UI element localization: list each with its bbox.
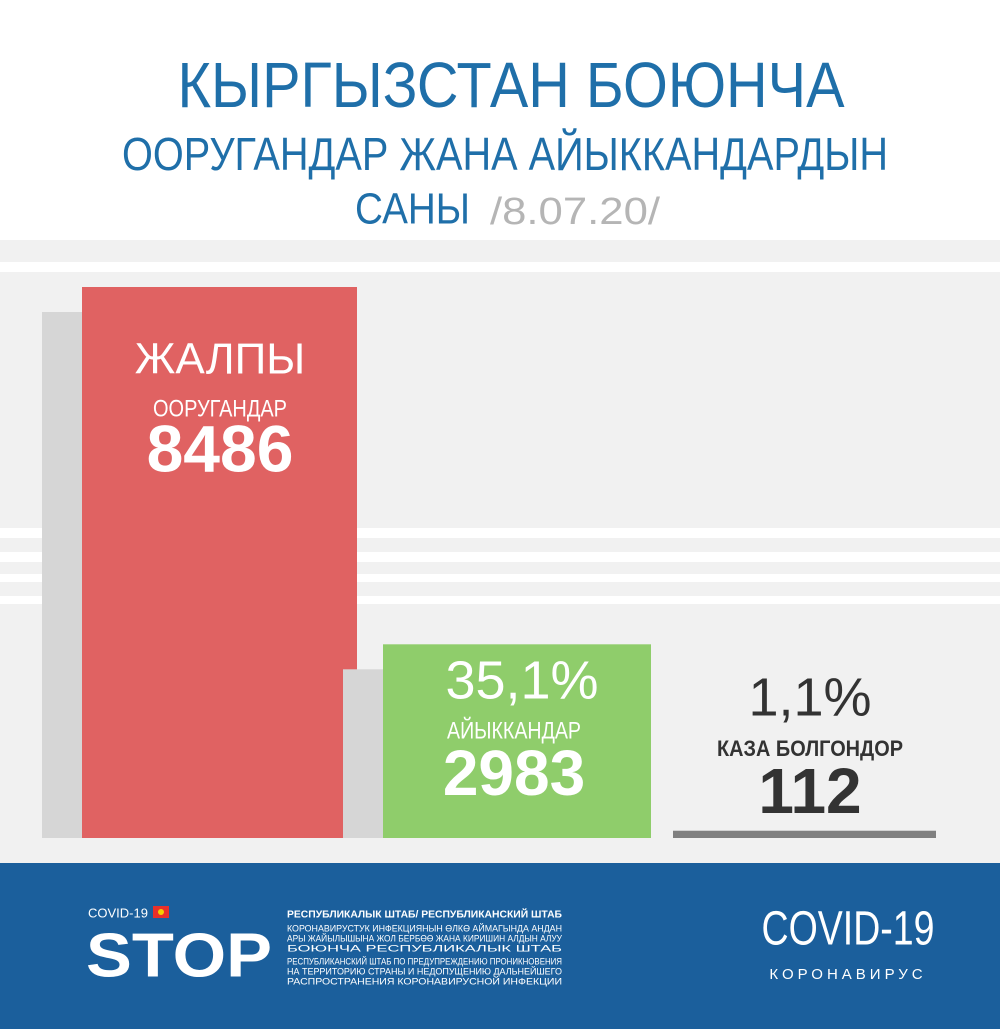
- org-line: РЕСПУБЛИКАНСКИЙ ШТАБ ПО ПРЕДУПРЕЖДЕНИЮ П…: [287, 955, 562, 966]
- logo-small: COVID-19: [88, 905, 148, 920]
- stripe: [0, 262, 1000, 272]
- category-label: АЙЫККАНДАР: [447, 716, 581, 744]
- stripe: [0, 528, 1000, 538]
- brand: COVID-19: [762, 903, 935, 956]
- category-label: КАЗА БОЛГОНДОР: [717, 736, 903, 761]
- org-line: КОРОНАВИРУСТУК ИНФЕКЦИЯНЫН ӨЛКӨ АЙМАГЫНД…: [287, 922, 562, 933]
- bar-shadow: [343, 669, 383, 838]
- org-lines: КОРОНАВИРУСТУК ИНФЕКЦИЯНЫН ӨЛКӨ АЙМАГЫНД…: [287, 922, 562, 986]
- bar: [383, 644, 651, 838]
- stripe: [0, 596, 1000, 604]
- org-line: НА ТЕРРИТОРИЮ СТРАНЫ И НЕДОПУЩЕНИЮ ДАЛЬН…: [287, 965, 562, 976]
- bar: [82, 287, 357, 838]
- value-label: 2983: [443, 737, 585, 809]
- footer: [0, 863, 1000, 1029]
- logo: STOP: [86, 921, 272, 990]
- stripe: [0, 552, 1000, 562]
- share-label: 35,1%: [445, 650, 598, 710]
- subtitle-2: САНЫ: [355, 185, 470, 234]
- category-label: ООРУГАНДАР: [153, 395, 287, 422]
- share-label: 1,1%: [748, 667, 871, 727]
- title: КЫРГЫЗСТАН БОЮНЧА: [178, 49, 845, 121]
- org-line: АРЫ ЖАЙЫЛЫШЫНА ЖОЛ БЕРБӨӨ ЖАНА КИРИШИН А…: [287, 932, 562, 943]
- flag-sun: [158, 909, 164, 915]
- bar-shadow: [42, 312, 82, 838]
- subtitle: ООРУГАНДАР ЖАНА АЙЫККАНДАРДЫН: [122, 128, 888, 180]
- org-title: РЕСПУБЛИКАЛЫК ШТАБ/ РЕСПУБЛИКАНСКИЙ ШТАБ: [287, 908, 562, 921]
- value-label: 112: [758, 755, 861, 827]
- date: /8.07.20/: [490, 191, 661, 233]
- org-line: БОЮНЧА РЕСПУБЛИКАЛЫК ШТАБ: [287, 943, 562, 953]
- brand-sub: КОРОНАВИРУС: [769, 966, 926, 983]
- value-label: 8486: [147, 411, 294, 485]
- org-line: РАСПРОСТРАНЕНИЯ КОРОНАВИРУСНОЙ ИНФЕКЦИИ: [287, 975, 562, 986]
- stripe: [0, 574, 1000, 582]
- total-heading: ЖАЛПЫ: [135, 335, 305, 384]
- bars: [42, 287, 936, 838]
- bar: [673, 830, 936, 838]
